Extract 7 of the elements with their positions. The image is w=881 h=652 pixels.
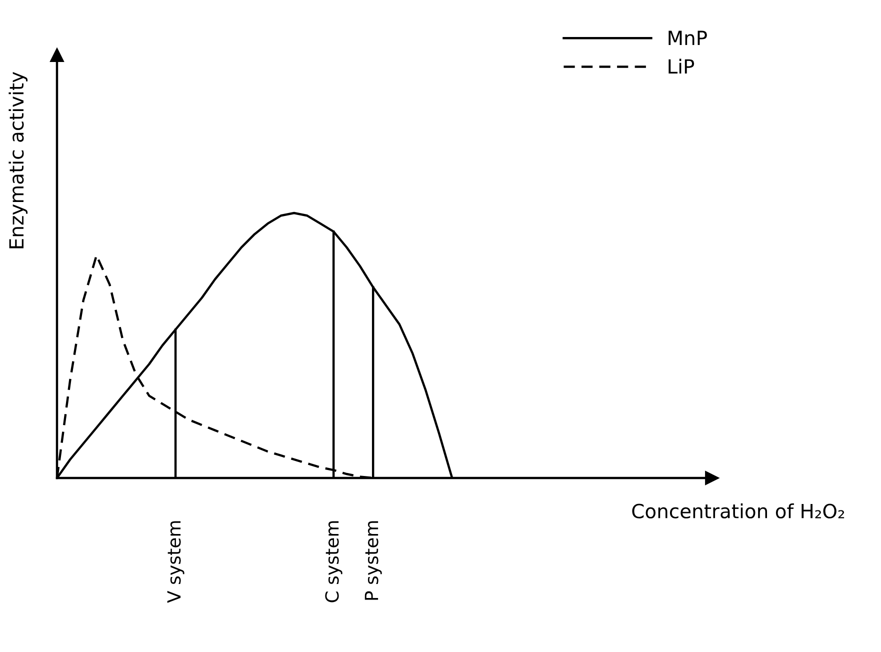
legend-label: LiP: [668, 58, 694, 74]
x-axis-title: Concentration of H₂O₂: [632, 503, 844, 518]
x-tick-label: P system: [364, 521, 382, 600]
x-tick-label: C system: [325, 521, 342, 602]
x-tick-label: V system: [167, 521, 184, 603]
legend-label: MnP: [668, 30, 707, 45]
y-axis-title: Enzymatic activity: [8, 72, 28, 248]
